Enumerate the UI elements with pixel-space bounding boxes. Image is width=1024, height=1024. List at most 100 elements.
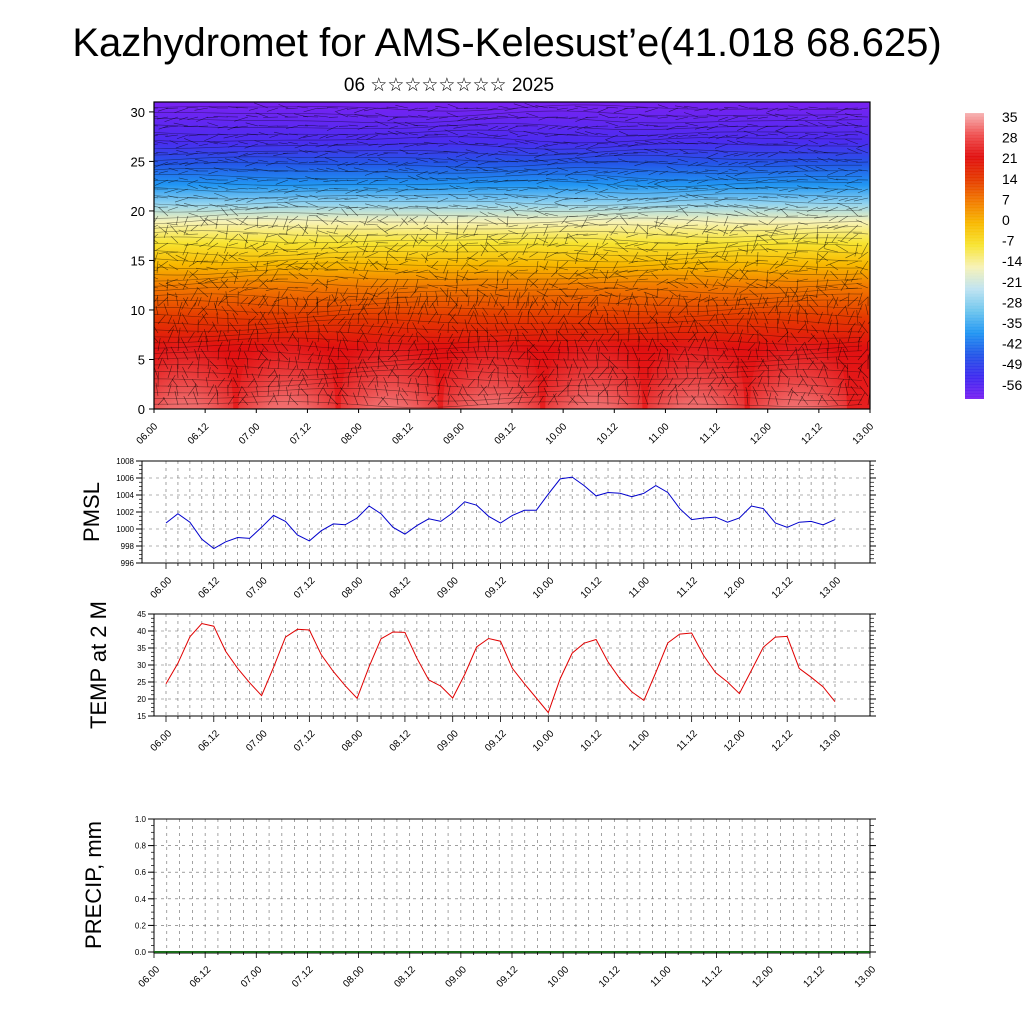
wind-barb — [167, 325, 175, 334]
wind-barb — [633, 151, 649, 154]
wind-barb — [648, 186, 659, 190]
wind-barb — [546, 178, 559, 181]
wind-barb — [331, 294, 339, 307]
wind-barb — [854, 125, 869, 128]
wind-barb — [459, 392, 469, 406]
wind-barb — [474, 123, 489, 127]
wind-barb — [497, 377, 499, 388]
wind-barb — [706, 125, 719, 130]
precip-y-tick-label: 0.6 — [135, 868, 147, 877]
wind-barb — [620, 215, 629, 226]
wind-barb — [734, 296, 739, 310]
wind-barb — [837, 116, 849, 121]
wind-barb — [856, 309, 859, 325]
wind-barb — [825, 260, 839, 266]
wind-barb — [565, 233, 569, 244]
wind-barb — [495, 293, 509, 298]
wind-barb — [425, 196, 439, 199]
wind-barb — [317, 350, 321, 361]
wind-barb — [275, 179, 289, 185]
wind-barb — [846, 260, 859, 266]
wind-barb — [823, 364, 829, 379]
wind-barb — [576, 350, 579, 361]
wind-barb — [458, 134, 469, 138]
wind-barb — [517, 233, 529, 244]
wind-barb — [417, 369, 424, 379]
wind-barb — [285, 107, 299, 110]
wind-barb — [245, 122, 259, 127]
wind-barb — [739, 268, 749, 280]
wind-barb — [697, 140, 709, 145]
wind-barb — [698, 151, 709, 154]
wind-barb — [565, 253, 579, 262]
wind-barb — [653, 183, 669, 190]
wind-barb — [456, 274, 469, 280]
wind-barb — [326, 167, 339, 172]
wind-barb — [518, 170, 529, 174]
wind-barb — [197, 305, 208, 316]
wind-barb — [253, 102, 269, 109]
wind-barb — [816, 260, 819, 274]
wind-barb — [722, 350, 729, 361]
wind-barb — [617, 170, 629, 174]
wind-barb — [683, 112, 699, 118]
wind-barb — [461, 349, 469, 361]
wind-barb — [217, 348, 220, 361]
wind-barb — [448, 312, 459, 325]
wind-barb — [509, 269, 519, 277]
wind-barb — [697, 337, 705, 352]
wind-barb — [563, 315, 569, 325]
wind-barb — [257, 179, 269, 182]
wind-barb — [824, 248, 839, 253]
wind-barb — [707, 378, 716, 388]
precip-grid — [154, 819, 870, 952]
wind-barb — [246, 197, 259, 203]
wind-barb — [767, 376, 770, 388]
wind-barb — [857, 303, 863, 316]
wind-barb — [858, 321, 869, 334]
wind-barb — [158, 264, 169, 271]
contour-line — [154, 205, 863, 213]
wind-barb — [587, 310, 593, 325]
wind-barb — [797, 378, 804, 388]
wind-barb — [212, 321, 219, 334]
contour-line — [154, 180, 863, 188]
wind-barb — [778, 285, 789, 298]
wind-barb — [309, 194, 319, 199]
wind-barb — [436, 206, 449, 209]
wind-barb — [527, 356, 531, 370]
wind-barb — [457, 304, 463, 316]
wind-barb — [298, 134, 309, 140]
wind-barb — [208, 106, 219, 109]
wind-barb — [158, 170, 169, 174]
wind-barb — [647, 179, 659, 184]
wind-barb — [636, 170, 649, 172]
wind-barb — [674, 383, 679, 397]
wind-barb — [326, 231, 339, 235]
wind-barb — [336, 330, 339, 343]
wind-barb — [233, 125, 249, 129]
wind-barb — [696, 242, 709, 247]
wind-barb — [663, 333, 669, 343]
wind-barb — [525, 296, 529, 309]
wind-barb — [556, 107, 569, 110]
wind-barb — [301, 368, 309, 379]
wind-barb — [179, 161, 189, 166]
wind-barb — [156, 196, 169, 199]
wind-barb — [777, 356, 780, 370]
wind-barb — [240, 296, 249, 304]
wind-barb — [267, 375, 278, 388]
wind-barb — [377, 287, 389, 296]
wind-barb — [558, 267, 569, 271]
wind-barb — [412, 322, 419, 334]
wind-barb — [423, 141, 439, 145]
wind-barb — [648, 224, 659, 229]
cross-section-y-tick-label: 15 — [131, 253, 145, 268]
wind-barb — [557, 385, 569, 397]
wind-barb — [648, 170, 659, 176]
wind-barb — [267, 333, 272, 343]
wind-barb — [227, 351, 231, 361]
wind-barb — [808, 294, 819, 298]
wind-barb — [465, 116, 479, 121]
wind-barb — [200, 348, 209, 361]
